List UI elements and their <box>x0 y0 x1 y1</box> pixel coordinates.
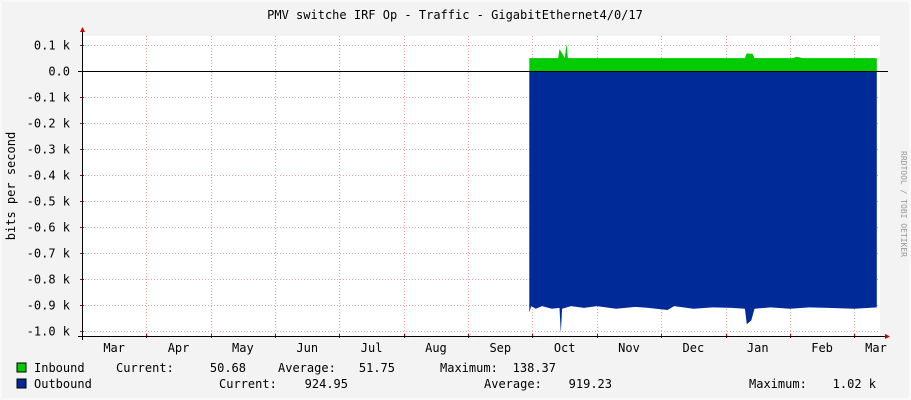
legend-outbound-maximum: 1.02 k <box>833 377 877 391</box>
legend: Inbound Current: 50.68 Average: 51.75 Ma… <box>16 361 877 391</box>
x-axis-arrow <box>885 334 890 339</box>
legend-outbound-name: Outbound <box>34 377 92 391</box>
legend-inbound-swatch <box>16 362 27 373</box>
y-tick-label: 0.1 k <box>34 39 71 53</box>
y-tick-label: -0.1 k <box>27 91 71 105</box>
legend-inbound-name: Inbound <box>34 361 85 375</box>
series-area-inbound <box>529 43 877 72</box>
x-tick-label: Apr <box>168 341 190 355</box>
x-tick-label: May <box>232 341 254 355</box>
x-tick-label: Jun <box>296 341 318 355</box>
y-tick-label: -1.0 k <box>27 325 71 339</box>
y-tick-label: -0.6 k <box>27 221 71 235</box>
legend-outbound-swatch <box>16 378 27 389</box>
legend-inbound-maximum: 138.37 <box>513 361 556 375</box>
axes <box>78 27 890 340</box>
x-tick-label: Aug <box>425 341 447 355</box>
legend-inbound-average-label: Average: <box>278 361 336 375</box>
y-tick-label: -0.3 k <box>27 143 71 157</box>
y-axis-arrow <box>80 27 85 32</box>
legend-outbound-current: 924.95 <box>305 377 348 391</box>
x-tick-label: Jan <box>747 341 769 355</box>
legend-outbound-maximum-label: Maximum: <box>749 377 807 391</box>
series-layer <box>529 43 877 334</box>
legend-outbound-average-label: Average: <box>484 377 542 391</box>
legend-outbound-current-label: Current: <box>219 377 277 391</box>
x-tick-label: Oct <box>554 341 576 355</box>
x-tick-label: Mar <box>865 341 887 355</box>
legend-outbound-average: 919.23 <box>569 377 612 391</box>
x-tick-label: Jul <box>361 341 383 355</box>
y-tick-label: -0.2 k <box>27 117 71 131</box>
y-tick-label: -0.9 k <box>27 299 71 313</box>
tick-labels: 0.1 k 0.0 -0.1 k -0.2 k -0.3 k -0.4 k -0.5 k -0… <box>27 39 887 356</box>
legend-inbound-maximum-label: Maximum: <box>440 361 498 375</box>
y-tick-label: -0.4 k <box>27 169 71 183</box>
y-tick-label: -0.8 k <box>27 273 71 287</box>
chart-title: PMV switche IRF Op - Traffic - GigabitEt… <box>267 8 643 22</box>
series-area-outbound <box>529 71 877 334</box>
x-tick-label: Sep <box>489 341 511 355</box>
watermark: RRDTOOL / TOBI OETIKER <box>899 151 908 257</box>
legend-inbound-average: 51.75 <box>359 361 395 375</box>
x-tick-label: Mar <box>103 341 125 355</box>
x-tick-label: Dec <box>683 341 705 355</box>
x-tick-label: Feb <box>811 341 833 355</box>
x-tick-label: Nov <box>618 341 640 355</box>
y-tick-label: -0.5 k <box>27 195 71 209</box>
y-tick-label: 0.0 <box>48 65 70 79</box>
y-axis-label: bits per second <box>4 132 18 240</box>
legend-inbound-current: 50.68 <box>210 361 246 375</box>
y-tick-label: -0.7 k <box>27 247 71 261</box>
legend-inbound-current-label: Current: <box>116 361 174 375</box>
